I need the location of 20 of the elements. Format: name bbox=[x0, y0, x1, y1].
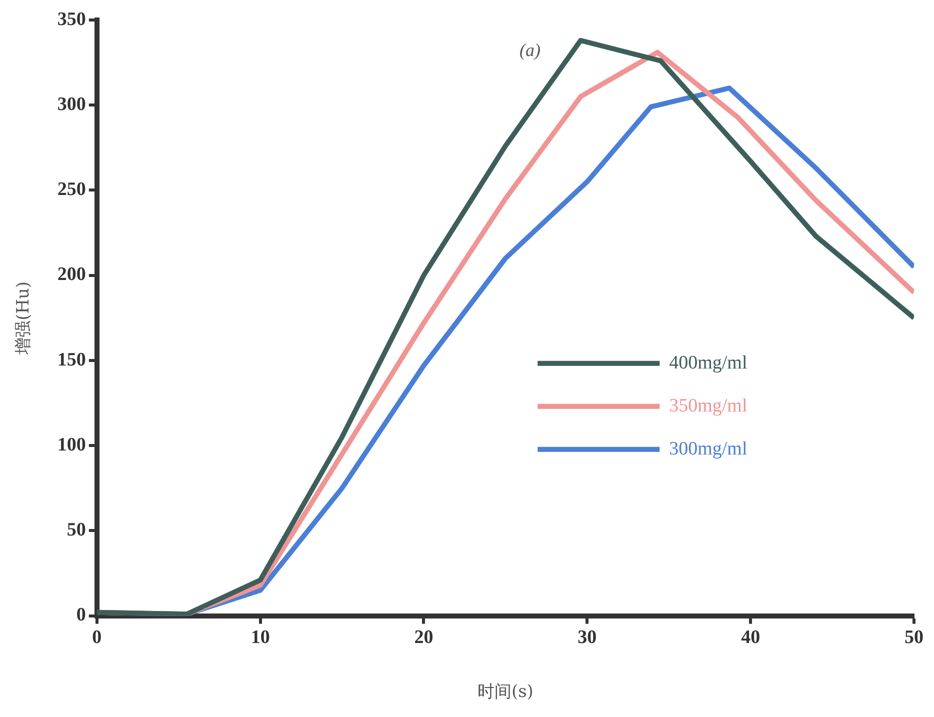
annotation: (a) bbox=[519, 40, 540, 60]
y-tick-label: 100 bbox=[57, 434, 86, 456]
x-tick-label: 30 bbox=[578, 627, 597, 648]
y-tick-label: 150 bbox=[57, 349, 86, 370]
y-tick-label: 50 bbox=[66, 520, 86, 541]
text: 350mg/ml bbox=[669, 395, 748, 416]
y-tick-label: 200 bbox=[57, 264, 86, 286]
y-tick-label: 350 bbox=[57, 8, 86, 30]
x-tick-label: 50 bbox=[904, 627, 924, 648]
x-tick-label: 40 bbox=[741, 627, 760, 648]
x-tick-label: 10 bbox=[250, 627, 270, 648]
x-tick-label: 20 bbox=[414, 627, 434, 648]
text: 300mg/ml bbox=[669, 438, 748, 460]
y-tick-label: 300 bbox=[57, 94, 86, 116]
x-axis-title: 时间(s) bbox=[477, 682, 534, 702]
y-tick-label: 250 bbox=[57, 179, 86, 200]
y-tick-label: 0 bbox=[76, 604, 86, 626]
text: 400mg/ml bbox=[669, 352, 748, 374]
x-tick-label: 0 bbox=[92, 627, 102, 648]
y-axis-title: 增强(Hu) bbox=[14, 281, 34, 356]
